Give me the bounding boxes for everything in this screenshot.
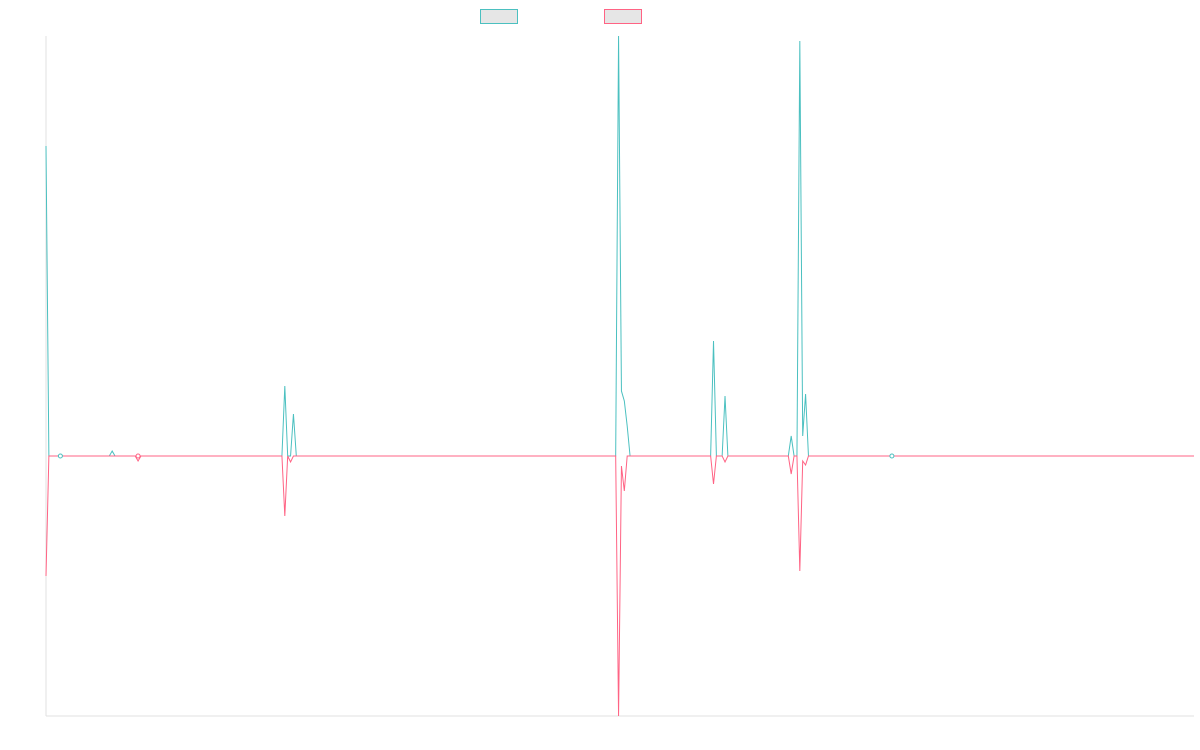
legend-swatch-series-1 — [480, 9, 518, 24]
series-line-2 — [45, 455, 1194, 717]
legend-item-series-2[interactable] — [604, 9, 642, 24]
data-point-marker — [135, 453, 141, 459]
legend-swatch-series-2 — [604, 9, 642, 24]
legend — [0, 9, 1200, 27]
legend-item-series-1[interactable] — [480, 9, 518, 24]
data-point-marker — [57, 453, 63, 459]
series-line-1 — [45, 35, 1194, 457]
data-point-marker — [889, 453, 895, 459]
